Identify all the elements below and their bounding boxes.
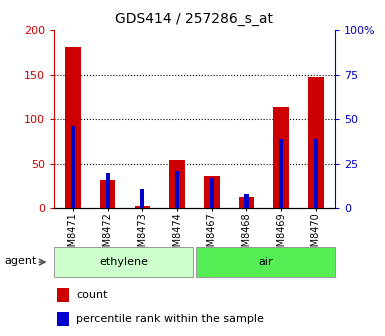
Bar	[273, 107, 289, 208]
Title: GDS414 / 257286_s_at: GDS414 / 257286_s_at	[116, 12, 273, 27]
Bar	[169, 160, 185, 208]
Bar	[140, 189, 144, 208]
Bar	[65, 47, 81, 208]
Bar	[57, 312, 69, 326]
Bar	[204, 176, 219, 208]
Bar	[279, 139, 283, 208]
Text: percentile rank within the sample: percentile rank within the sample	[76, 314, 264, 324]
Bar	[210, 178, 214, 208]
Text: count: count	[76, 290, 108, 300]
Bar	[57, 288, 69, 302]
Bar	[71, 126, 75, 208]
Bar	[54, 247, 193, 277]
Bar	[308, 77, 324, 208]
Bar	[175, 171, 179, 208]
Bar	[100, 180, 116, 208]
Text: ethylene: ethylene	[100, 257, 149, 267]
Bar	[239, 197, 254, 208]
Bar	[135, 206, 150, 208]
Text: agent: agent	[4, 256, 37, 266]
Bar	[196, 247, 335, 277]
Bar	[105, 173, 110, 208]
Text: air: air	[258, 257, 273, 267]
Bar	[314, 139, 318, 208]
Bar	[244, 194, 249, 208]
